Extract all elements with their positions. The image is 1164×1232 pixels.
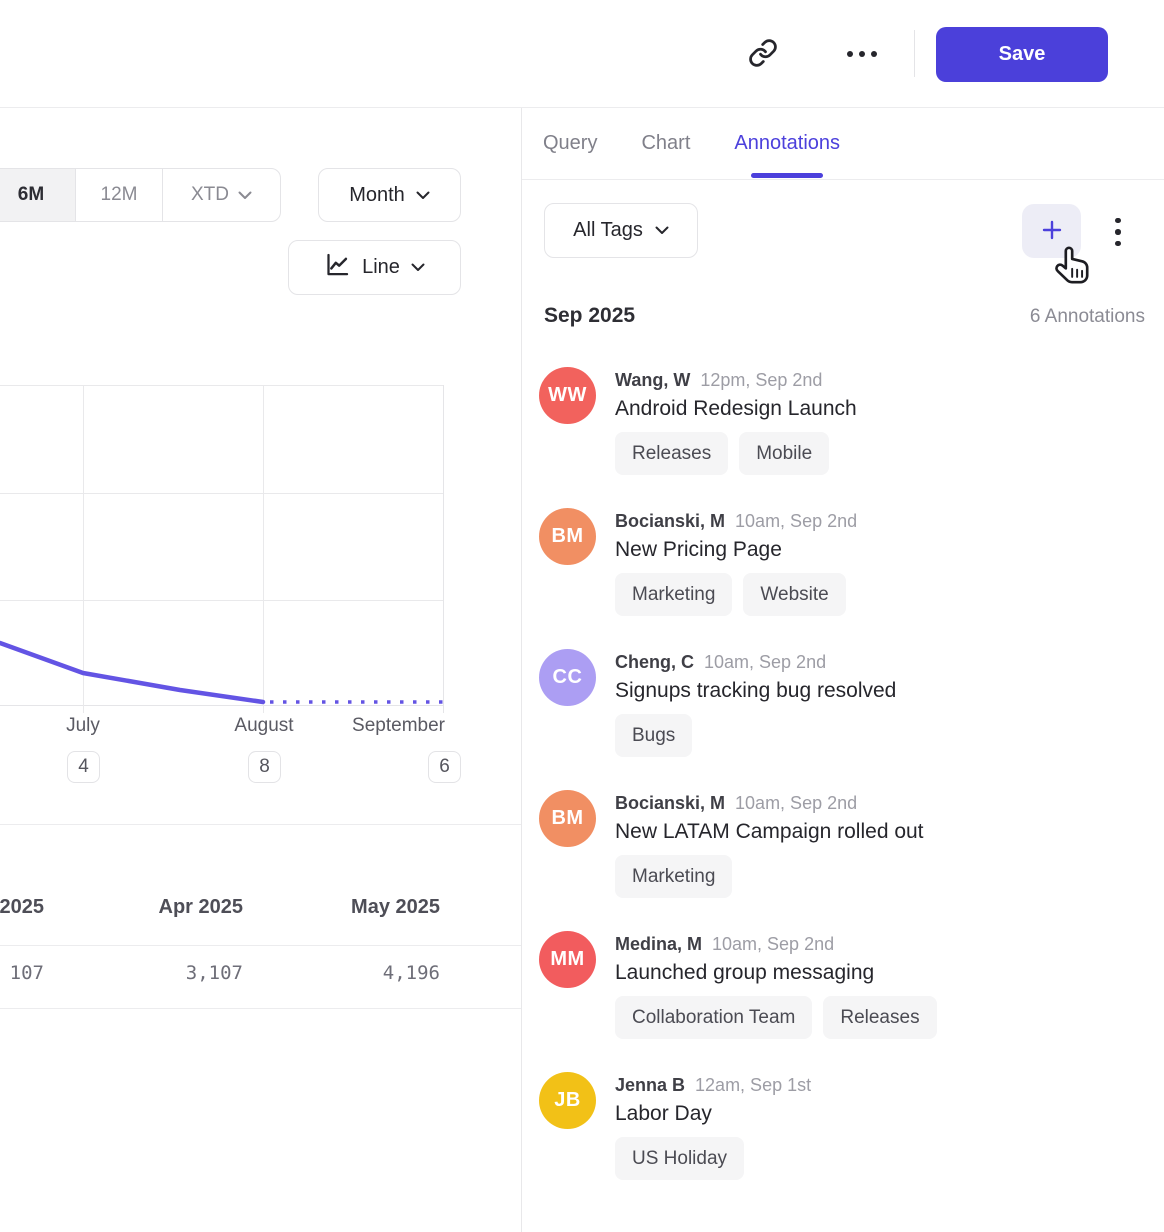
- avatar: MM: [539, 931, 596, 988]
- kebab-icon: [1115, 217, 1121, 247]
- annotation-tag: Marketing: [615, 573, 733, 616]
- annotation-item[interactable]: BM Bocianski, M 10am, Sep 2nd New LATAM …: [539, 790, 1149, 898]
- chevron-down-icon: [411, 263, 425, 272]
- table-header-col3: May 2025: [351, 896, 440, 918]
- x-tick-september: September: [352, 715, 445, 736]
- save-button[interactable]: Save: [936, 27, 1108, 82]
- annotation-tag: Marketing: [615, 855, 733, 898]
- tag-filter-dropdown[interactable]: All Tags: [544, 203, 698, 258]
- annotation-title: Android Redesign Launch: [615, 397, 857, 420]
- annotations-panel: Query Chart Annotations All Tags Sep 202…: [521, 108, 1164, 1232]
- annotation-count-badge-july[interactable]: 4: [67, 751, 100, 783]
- annotation-tag: Collaboration Team: [615, 996, 813, 1039]
- date-range-segmented-control: 6M 12M XTD: [0, 168, 281, 222]
- annotation-item[interactable]: MM Medina, M 10am, Sep 2nd Launched grou…: [539, 931, 1149, 1039]
- annotation-item[interactable]: BM Bocianski, M 10am, Sep 2nd New Pricin…: [539, 508, 1149, 616]
- tab-chart[interactable]: Chart: [641, 132, 691, 154]
- annotation-item[interactable]: JB Jenna B 12am, Sep 1st Labor Day US Ho…: [539, 1072, 1149, 1180]
- table-top-border: [0, 824, 521, 825]
- interval-dropdown[interactable]: Month: [318, 168, 461, 222]
- annotation-tag: Releases: [615, 432, 729, 475]
- chevron-down-icon: [238, 191, 252, 200]
- annotation-author: Wang, W: [615, 370, 691, 390]
- avatar: BM: [539, 790, 596, 847]
- range-xtd-button[interactable]: XTD: [162, 169, 280, 221]
- table-bottom-border: [0, 1008, 521, 1009]
- annotation-author: Jenna B: [615, 1075, 686, 1095]
- panel-menu-button[interactable]: [1106, 209, 1130, 255]
- top-bar: Save: [0, 0, 1164, 108]
- annotation-author: Bocianski, M: [615, 793, 726, 813]
- avatar: WW: [539, 367, 596, 424]
- avatar: JB: [539, 1072, 596, 1129]
- annotation-item[interactable]: WW Wang, W 12pm, Sep 2nd Android Redesig…: [539, 367, 1149, 475]
- tab-query[interactable]: Query: [543, 132, 598, 154]
- annotation-tag: Website: [743, 573, 846, 616]
- chevron-down-icon: [416, 191, 430, 200]
- section-month-label: Sep 2025: [544, 304, 636, 327]
- annotation-title: New LATAM Campaign rolled out: [615, 820, 924, 843]
- annotation-title: Labor Day: [615, 1102, 712, 1125]
- topbar-divider: [914, 30, 915, 77]
- panel-tabs: Query Chart Annotations: [522, 108, 1164, 180]
- annotation-time: 10am, Sep 2nd: [735, 511, 858, 531]
- annotation-time: 12am, Sep 1st: [695, 1075, 812, 1095]
- table-header-col1: 2025: [0, 896, 44, 918]
- table-header-border: [0, 945, 521, 946]
- annotation-time: 10am, Sep 2nd: [704, 652, 827, 672]
- annotation-time: 10am, Sep 2nd: [735, 793, 858, 813]
- annotation-tag: Mobile: [739, 432, 830, 475]
- line-chart-icon: [324, 251, 351, 284]
- x-tick-july: July: [66, 715, 100, 736]
- plus-icon: [1040, 218, 1064, 245]
- table-header-col2: Apr 2025: [158, 896, 244, 918]
- annotation-title: Launched group messaging: [615, 961, 875, 984]
- link-icon: [748, 38, 778, 71]
- active-tab-underline: [751, 172, 824, 178]
- annotation-title: New Pricing Page: [615, 538, 782, 561]
- annotation-tag: US Holiday: [615, 1137, 745, 1180]
- annotations-list: WW Wang, W 12pm, Sep 2nd Android Redesig…: [539, 367, 1149, 1213]
- more-options-button[interactable]: [842, 42, 882, 66]
- annotation-count-badge-september[interactable]: 6: [428, 751, 461, 783]
- annotation-author: Bocianski, M: [615, 511, 726, 531]
- annotations-section-header: Sep 2025 6 Annotations: [522, 304, 1164, 328]
- annotation-tag: Bugs: [615, 714, 693, 757]
- copy-link-button[interactable]: [744, 36, 782, 72]
- range-12m-button[interactable]: 12M: [75, 169, 162, 221]
- x-tick-august: August: [234, 715, 294, 736]
- annotation-time: 10am, Sep 2nd: [712, 934, 835, 954]
- annotation-time: 12pm, Sep 2nd: [700, 370, 823, 390]
- table-value-col1: 107: [9, 962, 44, 984]
- annotation-tag: Releases: [823, 996, 937, 1039]
- table-value-col2: 3,107: [185, 962, 243, 984]
- annotations-count: 6 Annotations: [1029, 306, 1145, 327]
- annotation-item[interactable]: CC Cheng, C 10am, Sep 2nd Signups tracki…: [539, 649, 1149, 757]
- range-6m-button[interactable]: 6M: [0, 169, 75, 221]
- trend-line-chart: [0, 385, 445, 713]
- chevron-down-icon: [655, 226, 669, 235]
- avatar: CC: [539, 649, 596, 706]
- chart-type-dropdown[interactable]: Line: [288, 240, 461, 295]
- annotation-author: Medina, M: [615, 934, 703, 954]
- annotation-title: Signups tracking bug resolved: [615, 679, 897, 702]
- annotation-author: Cheng, C: [615, 652, 694, 672]
- ellipsis-icon: [847, 51, 877, 57]
- tab-annotations[interactable]: Annotations: [734, 108, 840, 180]
- table-value-col3: 4,196: [382, 962, 440, 984]
- annotation-count-badge-august[interactable]: 8: [248, 751, 281, 783]
- avatar: BM: [539, 508, 596, 565]
- add-annotation-button[interactable]: [1022, 204, 1081, 258]
